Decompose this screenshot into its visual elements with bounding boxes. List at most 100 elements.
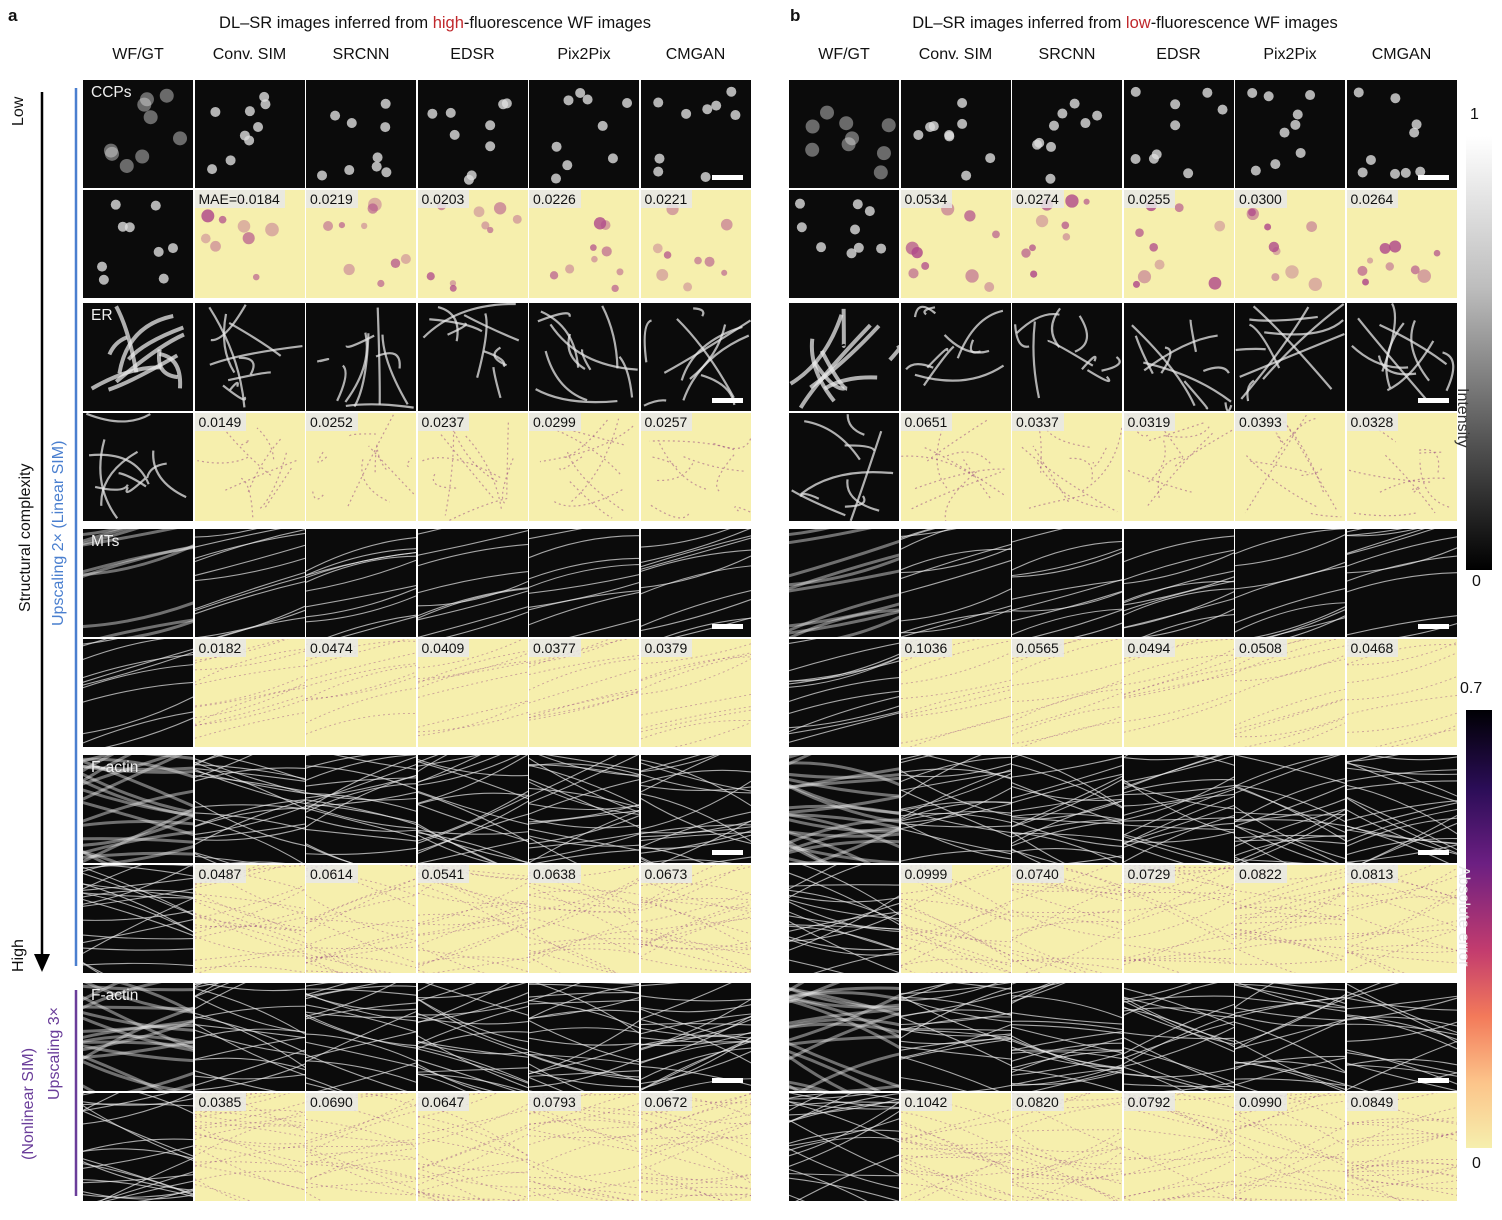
error-map-texture (194, 639, 305, 739)
error-colorbar (1466, 710, 1492, 1148)
error-map-texture (426, 201, 522, 292)
error-map-tile: 0.0221 (640, 190, 751, 298)
microscopy-texture (789, 865, 899, 973)
microscopy-texture (97, 199, 178, 285)
microscopy-texture (900, 529, 1011, 637)
image-tile (1012, 529, 1122, 637)
error-map-tile: 0.0409 (417, 639, 528, 747)
image-tile (789, 865, 899, 973)
mae-value: 0.0337 (1012, 413, 1064, 431)
error-map-texture (1244, 414, 1342, 518)
image-tile (306, 80, 416, 188)
mae-value: 0.0487 (194, 865, 247, 883)
scale-bar (711, 1078, 743, 1083)
image-tile (306, 303, 416, 411)
error-map-texture (1126, 413, 1232, 506)
microscopy-texture (83, 983, 193, 1091)
scale-bar (711, 398, 743, 403)
image-tile (83, 413, 193, 521)
mae-value: 0.0792 (1123, 1093, 1176, 1111)
microscopy-texture (306, 983, 416, 1091)
error-map-texture (1123, 865, 1234, 973)
intensity-min-label: 0 (1472, 573, 1481, 590)
image-tile (1235, 983, 1345, 1091)
microscopy-texture (83, 755, 193, 863)
error-map-tile: 0.0203 (417, 190, 528, 298)
structure-label: F-actin (91, 759, 139, 776)
error-map-texture (649, 437, 751, 519)
error-map-texture (306, 639, 416, 735)
microscopy-texture (83, 1093, 193, 1201)
mae-value: 0.0237 (417, 413, 470, 431)
error-map-texture (529, 1093, 639, 1201)
mae-value: 0.0274 (1012, 190, 1064, 208)
mae-value: 0.0393 (1235, 413, 1287, 431)
error-map-tile: 0.0300 (1235, 190, 1345, 298)
structure-label: F-actin (91, 987, 139, 1004)
mae-value: 0.0999 (900, 865, 953, 883)
mae-value: 0.0729 (1123, 865, 1176, 883)
mae-value: 0.0300 (1235, 190, 1287, 208)
error-map-texture (323, 197, 411, 288)
mae-value: 0.0319 (1123, 413, 1176, 431)
image-tile (529, 755, 639, 863)
error-map-tile: 0.0822 (1235, 865, 1345, 973)
column-header-conv-sim: Conv. SIM (918, 46, 993, 63)
mae-value: 0.0252 (306, 413, 358, 431)
error-map-texture (417, 1093, 528, 1201)
microscopy-texture (805, 105, 896, 180)
image-tile (640, 983, 751, 1091)
image-tile (1123, 529, 1234, 637)
panel-b-title: DL–SR images inferred from low-fluoresce… (912, 14, 1338, 32)
structure-label: ER (91, 307, 113, 324)
error-map-tile: 0.0274 (1012, 190, 1122, 298)
image-tile (529, 303, 639, 411)
error-map-tile: 0.0820 (1012, 1093, 1122, 1201)
error-map-texture (900, 639, 1011, 747)
mae-value: 0.1036 (900, 639, 953, 657)
microscopy-texture (1350, 303, 1454, 402)
error-map-tile: 0.0651 (900, 413, 1011, 521)
microscopy-texture (1235, 303, 1345, 402)
mae-value: 0.0740 (1012, 865, 1064, 883)
column-header-edsr: EDSR (1156, 46, 1201, 63)
error-map-tile: 0.0182 (194, 639, 305, 747)
image-tile (306, 755, 416, 863)
microscopy-texture (207, 304, 303, 408)
error-map-texture (640, 639, 751, 747)
microscopy-texture (83, 529, 193, 637)
column-header-edsr: EDSR (450, 46, 495, 63)
microscopy-texture (640, 529, 751, 637)
mae-value: 0.0672 (640, 1093, 693, 1111)
image-tile (83, 1093, 193, 1201)
microscopy-texture (791, 414, 894, 521)
scale-bar (1417, 624, 1449, 629)
image-tile (1123, 755, 1234, 863)
image-tile (789, 639, 899, 747)
microscopy-texture (1353, 87, 1425, 179)
error-map-texture (640, 865, 751, 973)
complexity-arrow (34, 88, 78, 1196)
error-map-tile: 0.0494 (1123, 639, 1234, 747)
image-tile (1346, 983, 1457, 1091)
microscopy-texture (551, 87, 633, 184)
microscopy-texture (529, 529, 639, 637)
mae-value: 0.0385 (194, 1093, 247, 1111)
microscopy-texture (652, 86, 740, 182)
image-tile (83, 865, 193, 973)
microscopy-texture (316, 307, 414, 409)
microscopy-texture (422, 303, 519, 399)
mae-value: 0.0793 (529, 1093, 581, 1111)
mae-value: 0.0474 (306, 639, 358, 657)
microscopy-texture (789, 639, 899, 743)
image-tile (306, 529, 416, 637)
image-tile (1123, 303, 1234, 411)
error-map-texture (311, 414, 415, 507)
error-map-tile: 0.0740 (1012, 865, 1122, 973)
error-map-tile: 0.0252 (306, 413, 416, 521)
image-tile (417, 983, 528, 1091)
image-tile (1123, 80, 1234, 188)
image-tile (640, 303, 751, 411)
mae-value: 0.0203 (417, 190, 470, 208)
error-max-label: 0.7 (1460, 680, 1483, 697)
